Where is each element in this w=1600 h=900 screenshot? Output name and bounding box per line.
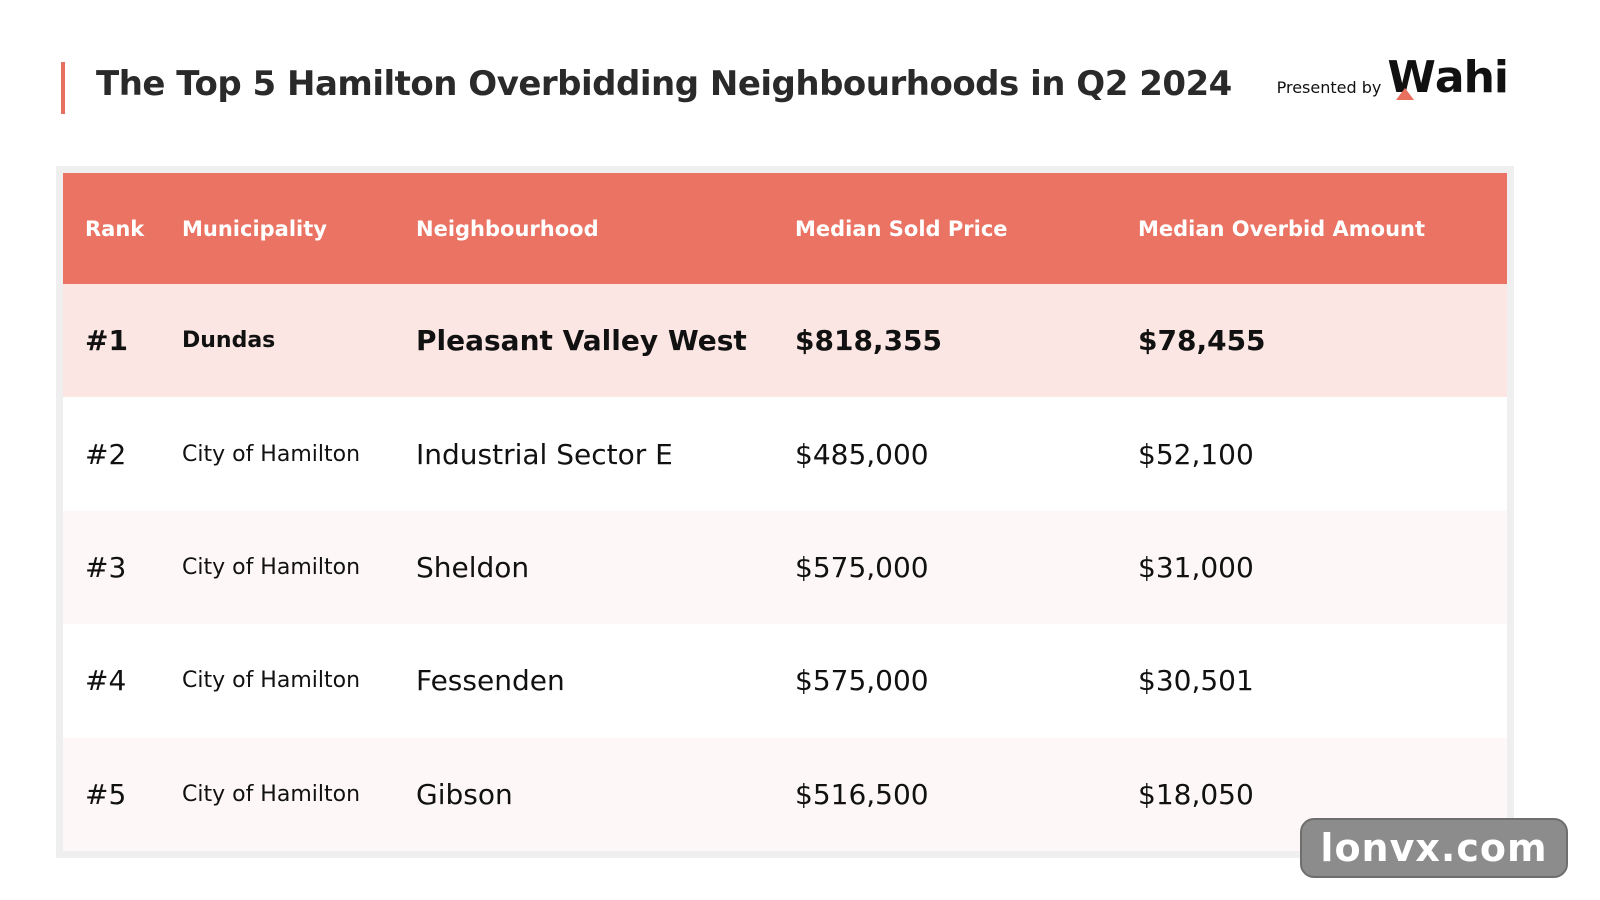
overbid-amount-cell: $52,100 [1138,437,1254,471]
sold-price-cell: $516,500 [795,777,929,811]
sold-price-cell: $485,000 [795,437,929,471]
logo-w-letter: W [1387,56,1436,100]
table-row: #1 Dundas Pleasant Valley West $818,355 … [63,284,1507,398]
overbid-amount-cell: $18,050 [1138,777,1254,811]
table-row: #5 City of Hamilton Gibson $516,500 $18,… [63,737,1507,851]
ranking-table: Rank Municipality Neighbourhood Median S… [63,173,1507,851]
municipality-cell: City of Hamilton [182,781,361,807]
table-row: #2 City of Hamilton Industrial Sector E … [63,397,1507,511]
house-roof-icon [1396,88,1415,100]
sold-price-cell: $575,000 [795,550,929,584]
municipality-cell: Dundas [182,328,276,354]
rank-cell: #3 [85,550,127,584]
rank-cell: #1 [85,324,128,358]
neighbourhood-cell: Sheldon [416,550,530,584]
header-rank: Rank [85,216,145,241]
municipality-cell: City of Hamilton [182,668,361,694]
rank-cell: #4 [85,664,127,698]
neighbourhood-cell: Industrial Sector E [416,437,673,471]
neighbourhood-cell: Pleasant Valley West [416,324,747,358]
rank-cell: #5 [85,777,127,811]
table-header-row: Rank Municipality Neighbourhood Median S… [63,173,1507,284]
header-municipality: Municipality [182,216,327,241]
overbid-amount-cell: $78,455 [1138,324,1266,358]
page-title: The Top 5 Hamilton Overbidding Neighbour… [96,64,1232,104]
header-median-sold-price: Median Sold Price [795,216,1008,241]
header-median-overbid-amount: Median Overbid Amount [1138,216,1426,241]
presented-by-block: Presented by W ahi [1276,52,1509,103]
watermark-badge: lonvx.com [1300,818,1568,878]
sold-price-cell: $575,000 [795,664,929,698]
municipality-cell: City of Hamilton [182,441,361,467]
neighbourhood-cell: Fessenden [416,664,565,698]
municipality-cell: City of Hamilton [182,554,361,580]
overbid-amount-cell: $31,000 [1138,550,1254,584]
rank-cell: #2 [85,437,127,471]
table-row: #4 City of Hamilton Fessenden $575,000 $… [63,624,1507,738]
sold-price-cell: $818,355 [795,324,943,358]
title-accent-bar [61,62,65,114]
logo-rest-text: ahi [1434,52,1509,103]
neighbourhood-cell: Gibson [416,777,513,811]
overbid-amount-cell: $30,501 [1138,664,1254,698]
wahi-logo: W ahi [1387,52,1509,103]
presented-by-label: Presented by [1276,78,1382,97]
table-row: #3 City of Hamilton Sheldon $575,000 $31… [63,510,1507,625]
header-neighbourhood: Neighbourhood [416,216,599,241]
